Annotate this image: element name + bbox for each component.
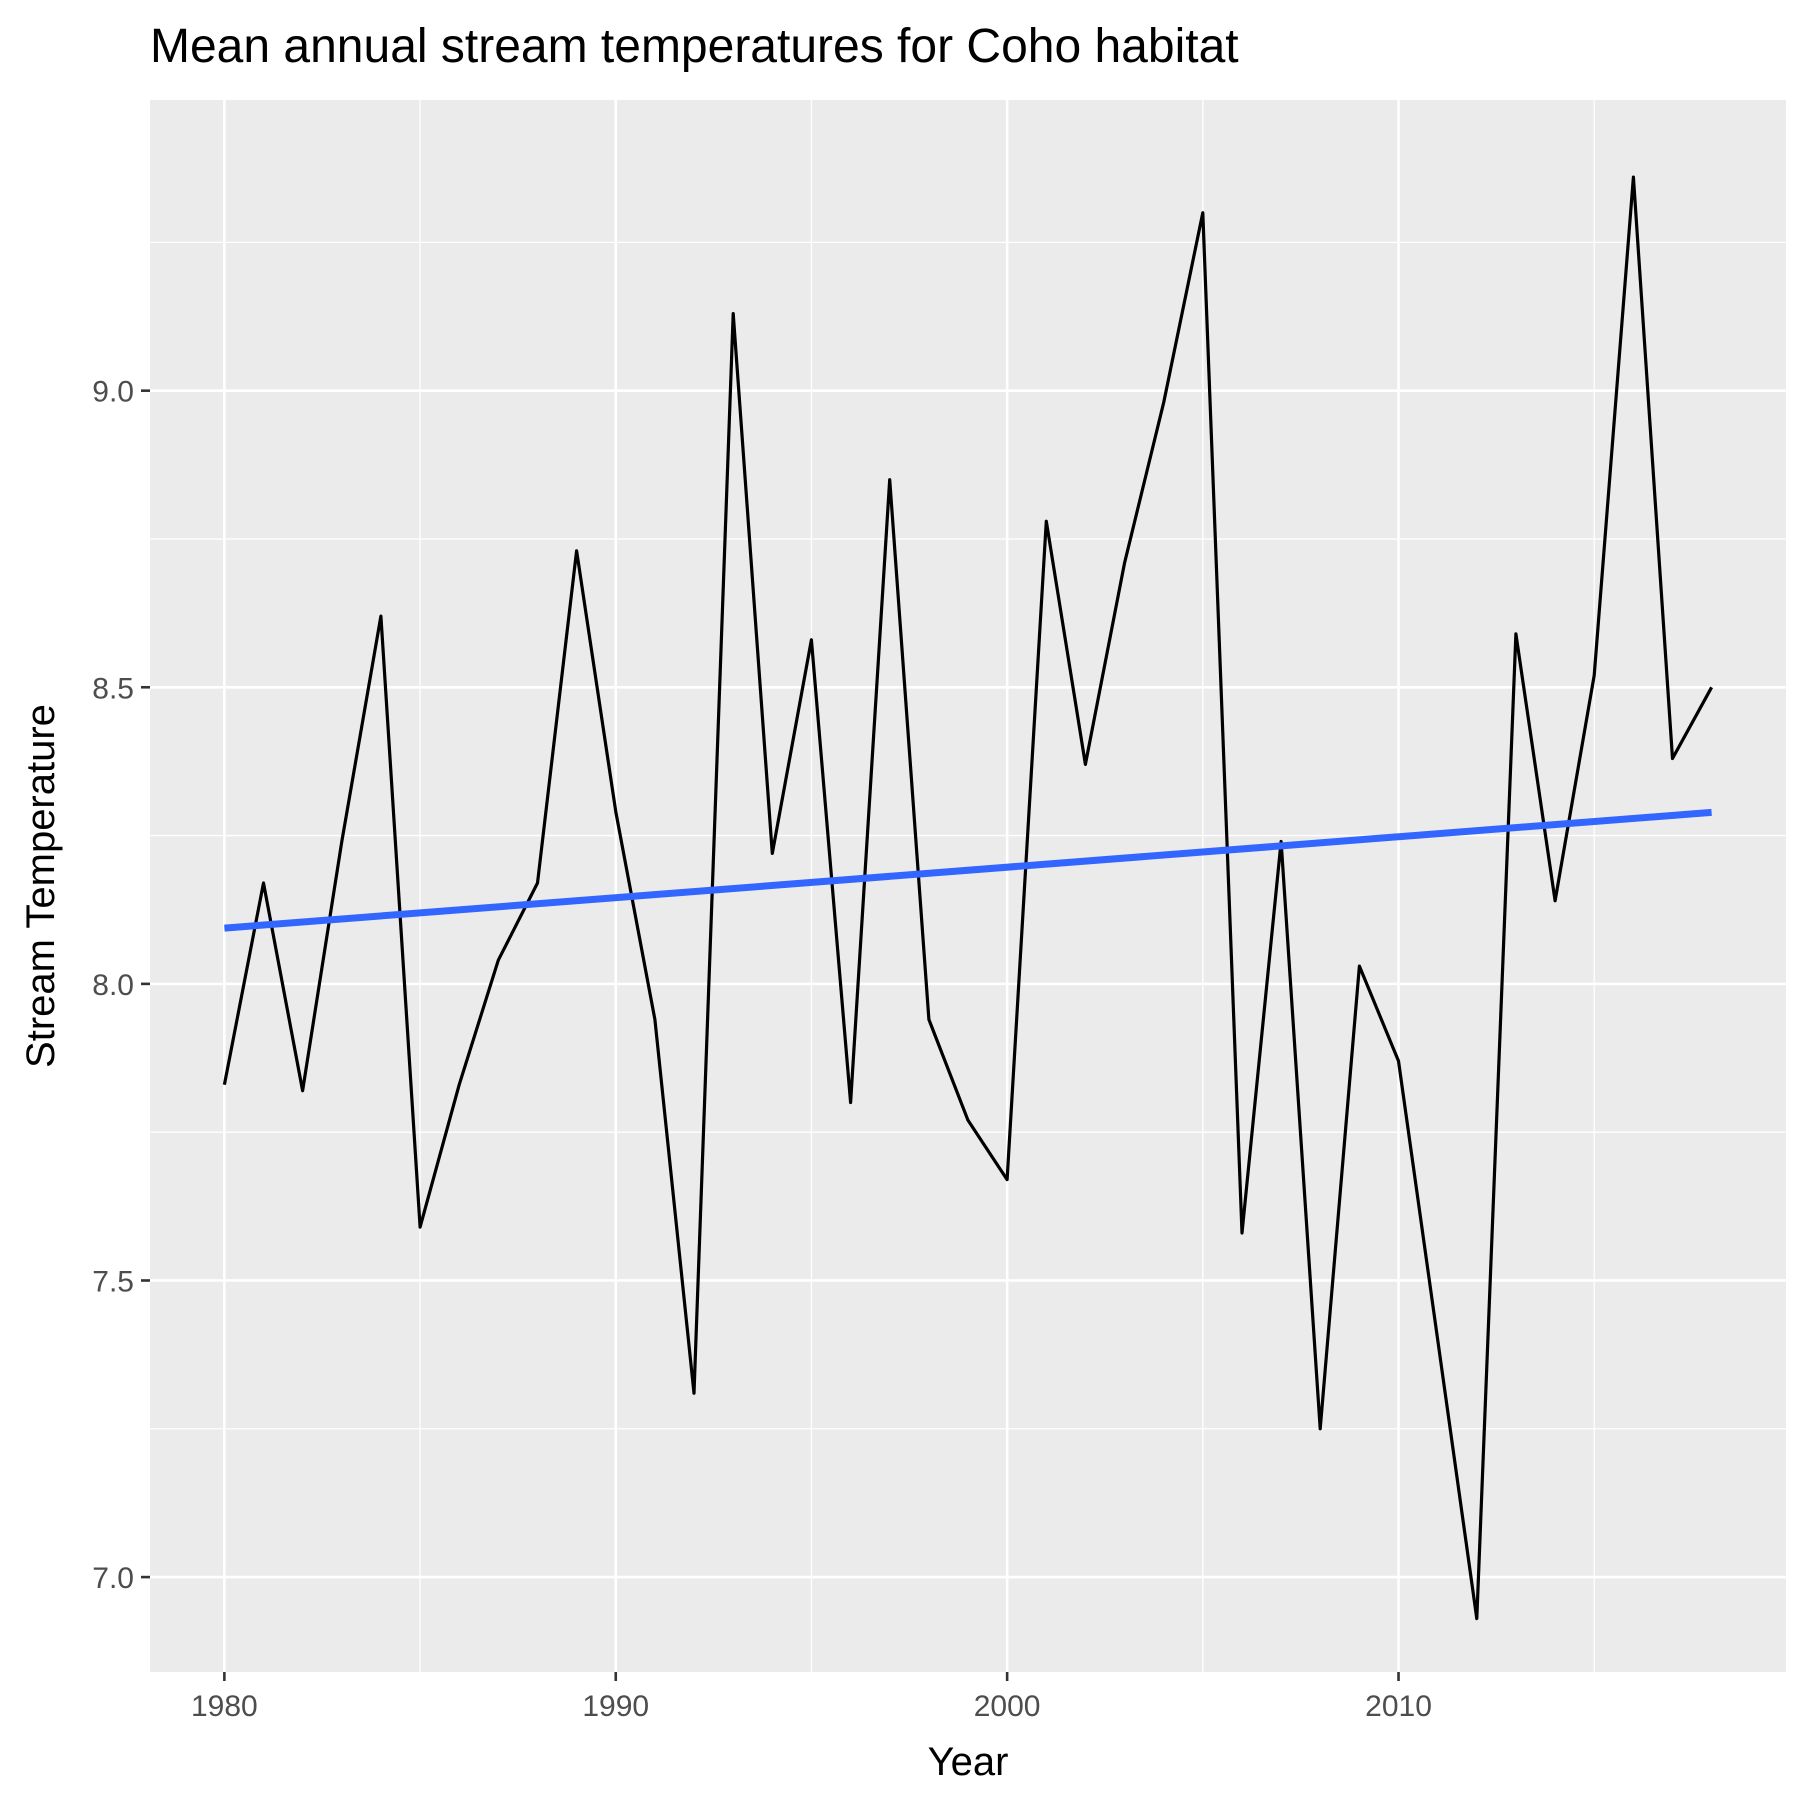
plot-panel — [150, 100, 1786, 1672]
y-tick-label: 7.0 — [92, 1562, 134, 1595]
x-tick-label: 2000 — [974, 1690, 1041, 1723]
temperature-series-line — [222, 175, 1714, 1621]
series-layer — [222, 175, 1714, 1621]
axes: 1980 1990 2000 2010 7.0 7.5 8.0 8.5 9.0 — [92, 376, 1432, 1723]
y-tick-label: 9.0 — [92, 376, 134, 409]
trend-line — [224, 808, 1712, 932]
chart-title: Mean annual stream temperatures for Coho… — [150, 20, 1239, 73]
y-tick-label: 7.5 — [92, 1265, 134, 1298]
y-tick-label: 8.0 — [92, 969, 134, 1002]
y-tick-label: 8.5 — [92, 672, 134, 705]
x-axis-title: Year — [928, 1740, 1009, 1784]
x-tick-label: 1980 — [191, 1690, 258, 1723]
y-axis-title: Stream Temperature — [19, 704, 63, 1068]
x-tick-label: 1990 — [582, 1690, 649, 1723]
x-tick-label: 2010 — [1365, 1690, 1432, 1723]
